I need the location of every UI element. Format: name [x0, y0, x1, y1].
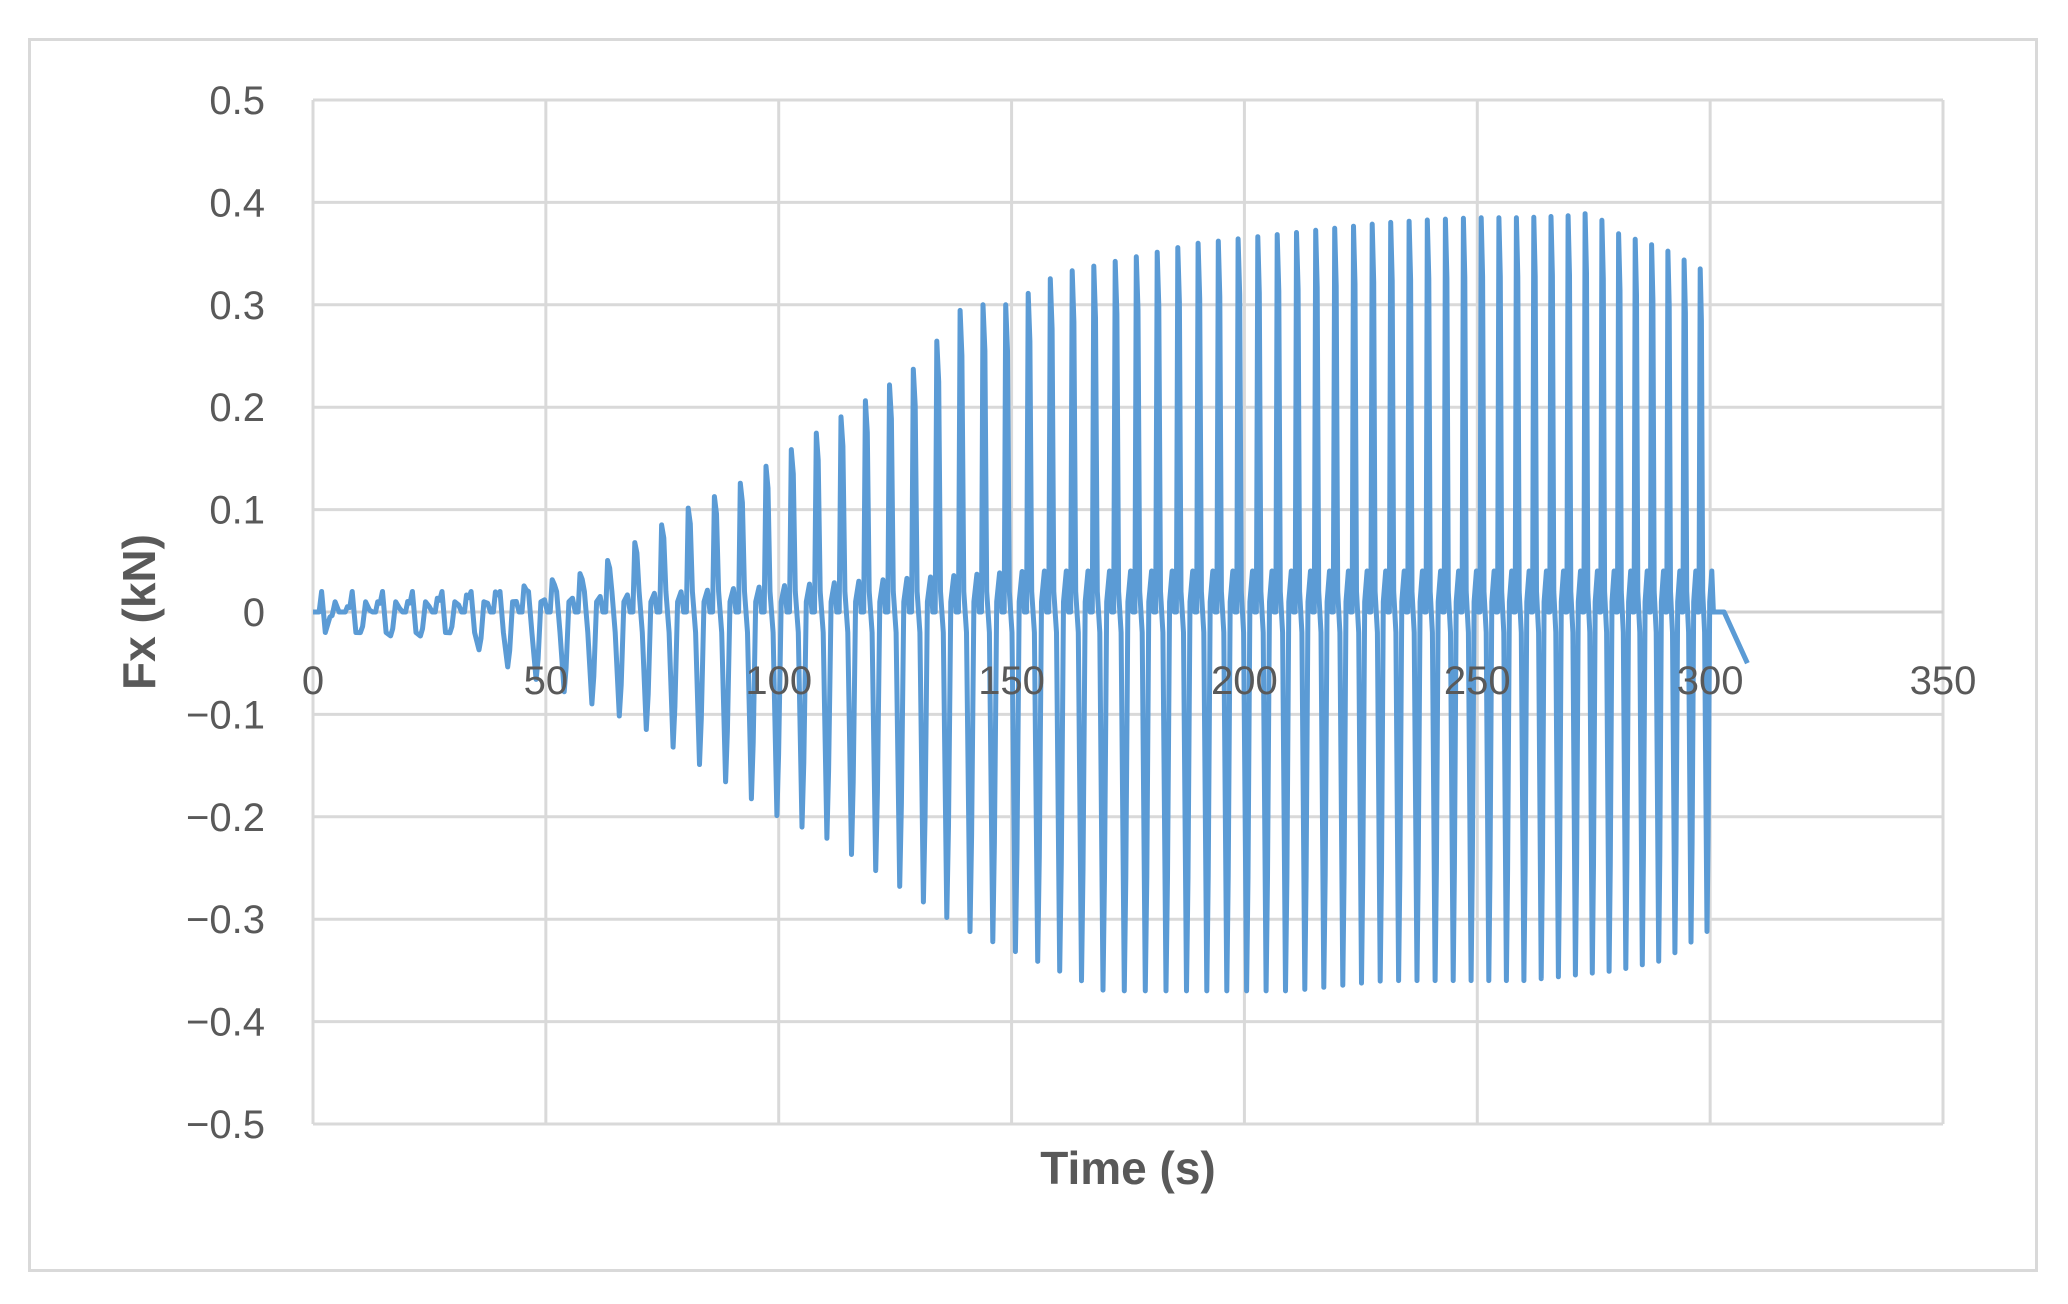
y-tick-label: 0.2 — [209, 386, 265, 430]
y-tick-label: 0 — [243, 591, 265, 635]
x-tick-label: 50 — [524, 659, 569, 703]
x-tick-label: 200 — [1211, 659, 1278, 703]
y-tick-label: 0.3 — [209, 284, 265, 328]
series-line-fx — [312, 211, 1750, 994]
x-tick-label: 100 — [745, 659, 812, 703]
x-tick-labels: 0 50 100 150 200 250 300 350 — [302, 659, 1977, 703]
y-tick-label: −0.1 — [186, 693, 265, 737]
y-tick-label: −0.4 — [186, 1001, 265, 1045]
y-tick-labels: 0.5 0.4 0.3 0.2 0.1 0 −0.1 −0.2 −0.3 −0.4 −0.5 — [186, 79, 265, 1147]
x-tick-label: 250 — [1444, 659, 1511, 703]
data-series — [312, 211, 1750, 994]
y-tick-label: −0.5 — [186, 1103, 265, 1147]
x-tick-label: 350 — [1910, 659, 1977, 703]
y-tick-label: 0.1 — [209, 489, 265, 533]
y-tick-label: 0.5 — [209, 79, 265, 123]
x-axis-title: Time (s) — [1040, 1142, 1216, 1194]
y-axis-title: Fx (kN) — [113, 534, 165, 690]
y-tick-label: −0.2 — [186, 796, 265, 840]
y-tick-label: 0.4 — [209, 181, 265, 225]
x-tick-label: 0 — [302, 659, 324, 703]
y-tick-label: −0.3 — [186, 898, 265, 942]
x-tick-label: 150 — [978, 659, 1045, 703]
x-tick-label: 300 — [1677, 659, 1744, 703]
